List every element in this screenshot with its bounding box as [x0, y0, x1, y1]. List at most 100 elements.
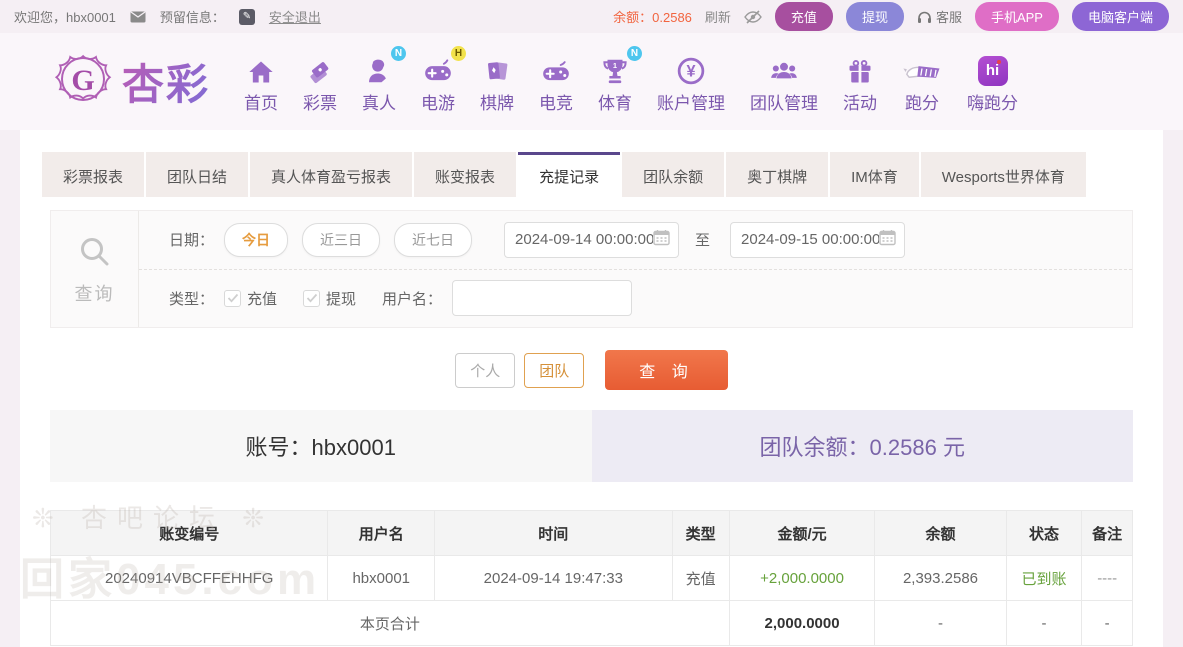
date-to-box [730, 221, 906, 258]
date-to-input[interactable] [741, 231, 880, 249]
tab-live-sports-pnl[interactable]: 真人体育盈亏报表 [250, 152, 413, 197]
query-button[interactable]: 查 询 [605, 350, 728, 390]
footer-balance: - [874, 600, 1007, 646]
type-label: 类型： [169, 290, 215, 308]
withdraw-button[interactable]: 提现 [845, 2, 904, 31]
recharge-checkbox-label: 充值 [247, 290, 278, 308]
welcome-text: 欢迎您，hbx0001 [14, 10, 116, 25]
esports-gamepad-icon [540, 50, 572, 86]
mobile-app-button[interactable]: 手机APP [974, 2, 1059, 31]
username-label: 用户名： [382, 290, 443, 308]
badge-n: N [627, 45, 643, 61]
nav-item-egames[interactable]: H 电游 [421, 45, 467, 114]
nav-item-paofen[interactable]: 跑分 [902, 50, 942, 114]
filter-panel: 查询 日期： 今日 近三日 近七日 至 [50, 210, 1133, 328]
username-input[interactable] [452, 280, 633, 317]
tab-deposit-withdraw-records[interactable]: 充提记录 [518, 152, 621, 197]
cell-balance: 2,393.2586 [874, 555, 1007, 601]
search-side: 查询 [51, 211, 139, 327]
nav-item-promotions[interactable]: 活动 [843, 50, 877, 114]
table-footer-row: 本页合计 2,000.0000 - - - [50, 600, 1133, 646]
tab-account-changes[interactable]: 账变报表 [414, 152, 517, 197]
recharge-checkbox[interactable] [224, 289, 242, 307]
header-band: G 杏彩 首页 彩票 N 真人 H 电游 [0, 33, 1183, 130]
nav-item-lottery[interactable]: 彩票 [303, 50, 337, 114]
date-label: 日期： [169, 232, 215, 250]
balance-text: 余额：0.2586 [613, 10, 692, 25]
tickets-icon [305, 50, 335, 86]
calendar-icon[interactable] [653, 229, 670, 250]
tab-team-balance[interactable]: 团队余额 [622, 152, 725, 197]
withdraw-checkbox-group: 提现 [303, 288, 356, 309]
site-logo[interactable]: G 杏彩 [52, 48, 210, 115]
quick-7days-button[interactable]: 近七日 [394, 222, 473, 257]
mail-icon[interactable] [130, 10, 146, 23]
logout-link[interactable]: 安全退出 [268, 10, 321, 25]
team-people-icon [768, 50, 800, 86]
records-table: 账变编号 用户名 时间 类型 金额/元 余额 状态 备注 20240914VBC… [49, 510, 1133, 646]
search-caption: 查询 [74, 283, 115, 304]
main-content: 彩票报表 团队日结 真人体育盈亏报表 账变报表 充提记录 团队余额 奥丁棋牌 I… [20, 130, 1163, 647]
col-header-username: 用户名 [327, 510, 436, 556]
tab-im-sports[interactable]: IM体育 [830, 152, 919, 197]
pc-client-button[interactable]: 电脑客户端 [1071, 2, 1169, 31]
nav-item-hi-paofen[interactable]: hi 嗨跑分 [967, 50, 1018, 114]
quick-today-button[interactable]: 今日 [224, 222, 289, 257]
eye-off-icon[interactable] [744, 9, 762, 24]
nav-item-sports[interactable]: 1 N 体育 [598, 45, 643, 114]
tab-team-daily[interactable]: 团队日结 [146, 152, 249, 197]
reserved-info-label: 预留信息： [159, 10, 225, 25]
withdraw-checkbox-label: 提现 [326, 290, 357, 308]
recharge-button[interactable]: 充值 [774, 2, 833, 31]
customer-service-button[interactable]: 客服 [917, 7, 962, 26]
balance-value: 0.2586 [652, 10, 692, 25]
personal-scope-button[interactable]: 个人 [455, 352, 516, 388]
footer-amount: 2,000.0000 [728, 600, 876, 646]
footer-status: - [1005, 600, 1083, 646]
quick-3days-button[interactable]: 近三日 [302, 222, 381, 257]
nav-item-esports[interactable]: 电竞 [539, 50, 573, 114]
cell-username: hbx0001 [327, 555, 436, 601]
date-from-box [504, 221, 680, 258]
home-icon [246, 50, 276, 86]
nav-item-home[interactable]: 首页 [244, 50, 278, 114]
badge-n: N [391, 45, 407, 61]
team-balance: 团队余额：0.2586 元 [591, 410, 1133, 482]
cell-change-id: 20240914VBCFFEHHFG [49, 555, 329, 601]
footer-label: 本页合计 [50, 600, 730, 646]
account-number: 账号：hbx0001 [50, 410, 592, 482]
nav-item-team-manage[interactable]: 团队管理 [750, 50, 818, 114]
nav-item-boardgames[interactable]: 棋牌 [480, 50, 514, 114]
tab-wesports[interactable]: Wesports世界体育 [920, 152, 1086, 197]
withdraw-checkbox[interactable] [303, 289, 321, 307]
nav-item-account-manage[interactable]: ¥ 账户管理 [657, 50, 725, 114]
action-buttons: 个人 团队 查 询 [20, 350, 1163, 390]
gift-icon [846, 50, 874, 86]
refresh-button[interactable]: 刷新 [704, 10, 731, 25]
team-scope-button[interactable]: 团队 [524, 352, 585, 388]
edit-icon[interactable]: ✎ [238, 8, 255, 25]
hi-app-icon: hi [977, 50, 1008, 86]
main-nav: 首页 彩票 N 真人 H 电游 棋牌 电竞 [244, 45, 1043, 114]
logo-text: 杏彩 [122, 51, 210, 112]
cell-status: 已到账 [1005, 555, 1083, 601]
date-from-input[interactable] [515, 231, 654, 249]
col-header-amount: 金额/元 [728, 510, 876, 556]
col-header-balance: 余额 [874, 510, 1007, 556]
gamepad-icon: H [422, 45, 467, 86]
calendar-icon[interactable] [879, 229, 896, 250]
nav-item-live[interactable]: N 真人 [362, 45, 407, 114]
recharge-checkbox-group: 充值 [224, 288, 277, 309]
date-filter-row: 日期： 今日 近三日 近七日 至 [139, 211, 1132, 269]
svg-text:1: 1 [613, 60, 617, 69]
search-icon [76, 233, 114, 276]
svg-text:G: G [71, 64, 94, 97]
col-header-time: 时间 [434, 510, 673, 556]
records-table-wrap: 账变编号 用户名 时间 类型 金额/元 余额 状态 备注 20240914VBC… [49, 510, 1133, 646]
cell-remark: ---- [1081, 555, 1133, 601]
cell-type: 充值 [671, 555, 730, 601]
logo-flower-icon: G [52, 48, 114, 115]
yen-coin-icon: ¥ [676, 50, 706, 86]
tab-aoding-boardgames[interactable]: 奥丁棋牌 [726, 152, 829, 197]
tab-lottery-report[interactable]: 彩票报表 [42, 152, 145, 197]
